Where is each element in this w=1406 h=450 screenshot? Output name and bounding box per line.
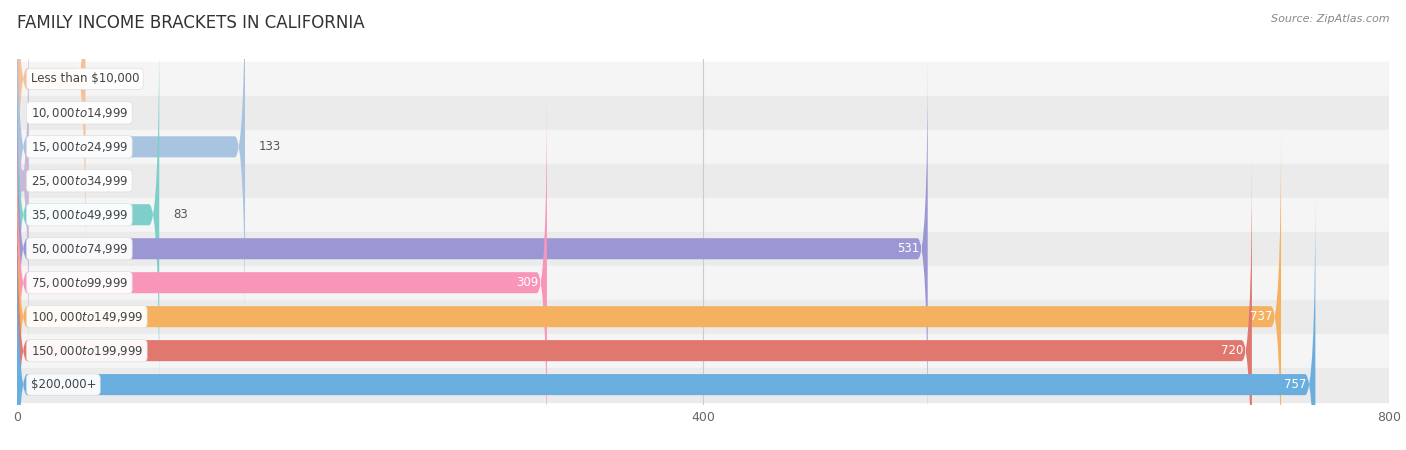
FancyBboxPatch shape xyxy=(17,158,1251,450)
Text: $50,000 to $74,999: $50,000 to $74,999 xyxy=(31,242,128,256)
FancyBboxPatch shape xyxy=(17,123,1281,450)
FancyBboxPatch shape xyxy=(17,0,86,272)
FancyBboxPatch shape xyxy=(17,191,1316,450)
Text: 133: 133 xyxy=(259,140,281,153)
Text: 83: 83 xyxy=(173,208,188,221)
Bar xyxy=(17,333,1389,368)
FancyBboxPatch shape xyxy=(17,22,159,408)
FancyBboxPatch shape xyxy=(17,0,30,374)
FancyBboxPatch shape xyxy=(17,90,547,450)
Text: $15,000 to $24,999: $15,000 to $24,999 xyxy=(31,140,128,154)
Bar xyxy=(17,198,1389,232)
Text: $75,000 to $99,999: $75,000 to $99,999 xyxy=(31,276,128,290)
Bar xyxy=(17,266,1389,300)
Text: 309: 309 xyxy=(516,276,538,289)
Bar xyxy=(17,368,1389,401)
Bar xyxy=(17,164,1389,198)
Text: $25,000 to $34,999: $25,000 to $34,999 xyxy=(31,174,128,188)
Text: 531: 531 xyxy=(897,242,920,255)
Text: $35,000 to $49,999: $35,000 to $49,999 xyxy=(31,208,128,222)
Text: 737: 737 xyxy=(1250,310,1272,323)
Text: Source: ZipAtlas.com: Source: ZipAtlas.com xyxy=(1271,14,1389,23)
Text: FAMILY INCOME BRACKETS IN CALIFORNIA: FAMILY INCOME BRACKETS IN CALIFORNIA xyxy=(17,14,364,32)
Text: 757: 757 xyxy=(1285,378,1306,391)
Bar xyxy=(17,300,1389,333)
Text: 7: 7 xyxy=(42,174,51,187)
Bar xyxy=(17,130,1389,164)
Text: 720: 720 xyxy=(1220,344,1243,357)
FancyBboxPatch shape xyxy=(17,55,928,442)
Text: $150,000 to $199,999: $150,000 to $199,999 xyxy=(31,344,143,358)
Text: $100,000 to $149,999: $100,000 to $149,999 xyxy=(31,310,143,324)
Text: 0: 0 xyxy=(31,106,38,119)
Bar xyxy=(17,96,1389,130)
FancyBboxPatch shape xyxy=(17,0,245,340)
Text: $10,000 to $14,999: $10,000 to $14,999 xyxy=(31,106,128,120)
Bar xyxy=(17,62,1389,96)
Text: $200,000+: $200,000+ xyxy=(31,378,96,391)
Text: Less than $10,000: Less than $10,000 xyxy=(31,72,139,86)
Bar xyxy=(17,232,1389,266)
Text: 40: 40 xyxy=(100,72,114,86)
